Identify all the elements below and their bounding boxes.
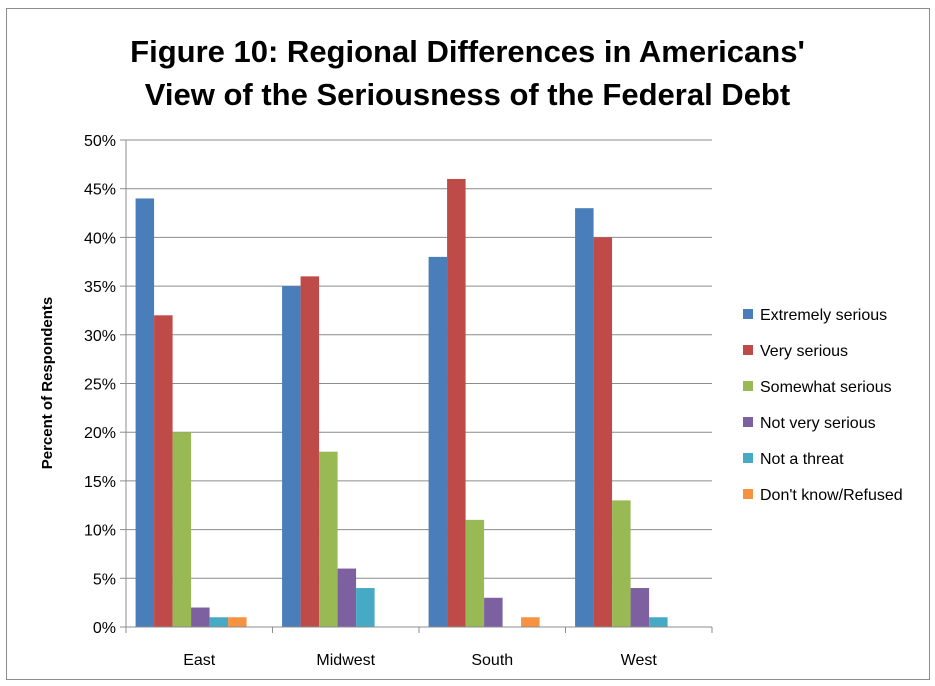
bar (649, 617, 668, 627)
y-tick-label: 40% (84, 230, 116, 247)
bar (447, 178, 466, 627)
bar (593, 237, 613, 627)
legend-label: Extremely serious (760, 307, 887, 324)
bar (191, 607, 210, 627)
chart-title-line-1: Figure 10: Regional Differences in Ameri… (130, 34, 805, 69)
legend-label: Not a threat (760, 451, 844, 468)
y-tick-labels: 0% 5% 10% 15% 20% 25% 30% 35% 40% 45% 50% (84, 133, 116, 637)
bar (319, 451, 338, 627)
chart-title-line-2: View of the Seriousness of the Federal D… (144, 77, 791, 112)
y-tick-label: 45% (84, 182, 116, 199)
bar (135, 198, 155, 627)
y-tick-label: 10% (84, 523, 116, 540)
y-axis-label: Percent of Respondents (39, 297, 56, 470)
x-tick-label: Midwest (316, 652, 375, 669)
axes (120, 139, 713, 633)
y-tick-label: 20% (84, 425, 116, 442)
x-tick-label: West (621, 652, 658, 669)
y-tick-label: 35% (84, 279, 116, 296)
legend-swatch (743, 489, 753, 499)
legend-label: Don't know/Refused (760, 487, 903, 504)
bar (484, 597, 503, 627)
y-tick-label: 25% (84, 377, 116, 394)
legend-swatch (743, 417, 753, 427)
legend-swatch (743, 345, 753, 355)
bar (154, 315, 173, 627)
bar (612, 500, 631, 627)
legend-label: Somewhat serious (760, 379, 892, 396)
legend-label: Very serious (760, 343, 848, 360)
bar (521, 617, 540, 627)
bars (135, 178, 668, 627)
bar (337, 568, 357, 627)
y-tick-label: 50% (84, 133, 116, 150)
bar (356, 588, 375, 627)
bar (300, 276, 320, 627)
bar (172, 432, 192, 627)
bar (575, 208, 594, 627)
legend-label: Not very serious (760, 415, 876, 432)
y-tick-label: 0% (93, 620, 116, 637)
bar (228, 617, 247, 627)
legend-swatch (743, 309, 753, 319)
legend-swatch (743, 381, 753, 391)
bar (209, 617, 229, 627)
chart-title: Figure 10: Regional Differences in Ameri… (0, 30, 935, 116)
x-tick-label: South (471, 652, 513, 669)
bar (282, 286, 301, 627)
x-tick-labels: East Midwest South West (183, 652, 657, 669)
x-tick-label: East (183, 652, 216, 669)
legend: Extremely serious Very serious Somewhat se… (743, 307, 903, 504)
y-tick-label: 5% (93, 571, 116, 588)
y-tick-label: 15% (84, 474, 116, 491)
bar (465, 519, 485, 627)
legend-swatch (743, 453, 753, 463)
bar (428, 256, 448, 627)
y-tick-label: 30% (84, 328, 116, 345)
bar (630, 588, 650, 627)
